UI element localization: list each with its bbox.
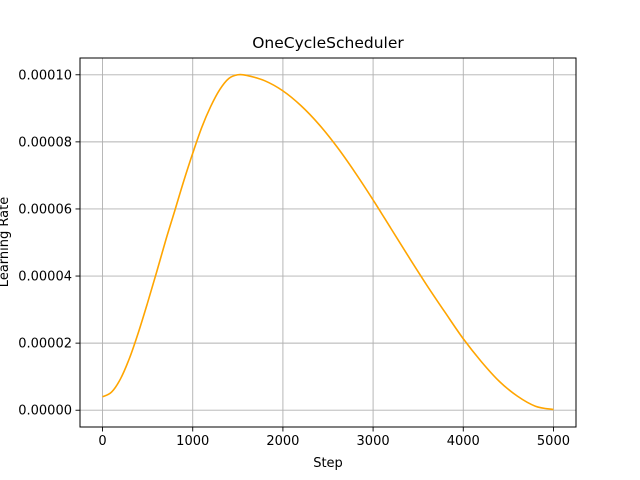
x-tick-label: 0 [98, 434, 106, 449]
y-tick-label: 0.00004 [18, 270, 72, 285]
x-tick-label: 1000 [176, 434, 209, 449]
chart-title: OneCycleScheduler [252, 34, 404, 52]
x-axis-label: Step [313, 456, 343, 471]
y-tick-label: 0.00000 [18, 404, 72, 419]
y-axis-label: Learning Rate [0, 197, 12, 287]
y-tick-label: 0.00006 [18, 202, 72, 217]
x-tick-label: 5000 [537, 434, 570, 449]
plot-frame [79, 57, 577, 428]
x-tick-label: 3000 [357, 434, 390, 449]
x-tick-label: 2000 [266, 434, 299, 449]
x-tick-label: 4000 [447, 434, 480, 449]
y-axis: 0.00000 0.00002 0.00004 0.00006 0.00008 0.000… [18, 68, 80, 419]
y-tick-label: 0.00008 [18, 135, 72, 150]
x-axis: 0 1000 2000 3000 4000 5000 [98, 427, 570, 449]
series-layer [102, 73, 554, 411]
y-tick-label: 0.00002 [18, 337, 72, 352]
grid-layer [80, 58, 576, 427]
y-tick-label: 0.00010 [18, 68, 72, 83]
series-line [102, 73, 554, 411]
